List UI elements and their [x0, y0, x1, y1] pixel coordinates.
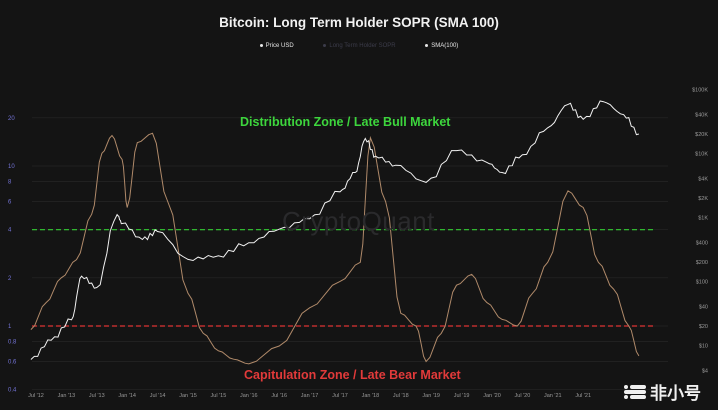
gridlines — [32, 117, 668, 391]
legend-item-sma[interactable]: SMA(100) — [425, 43, 458, 49]
left-axis-tick: 6 — [8, 199, 12, 205]
right-axis-tick: $40 — [699, 305, 708, 311]
x-axis-tick: Jul '21 — [575, 393, 591, 399]
x-axis-tick: Jan '14 — [118, 393, 136, 399]
right-axis-tick: $20 — [699, 324, 708, 330]
left-axis-tick: 0.6 — [8, 359, 17, 365]
right-axis-tick: $20K — [695, 132, 708, 138]
legend-item-lth-sopr[interactable]: Long Term Holder SOPR — [323, 43, 396, 49]
x-axis-tick: Jan '13 — [58, 393, 76, 399]
right-y-axis: $100K $40K $20K $10K $4K $2K $1K $400 $200 $100 $4… — [692, 87, 708, 374]
legend-dot-icon — [323, 43, 327, 47]
x-axis-tick: Jul '16 — [271, 393, 287, 399]
left-axis-tick: 10 — [8, 164, 15, 170]
x-axis-tick: Jul '20 — [515, 393, 531, 399]
right-axis-tick: $2K — [698, 196, 708, 202]
x-axis-tick: Jan '21 — [544, 393, 562, 399]
x-axis-tick: Jul '12 — [28, 393, 44, 399]
right-axis-tick: $4 — [702, 369, 708, 375]
x-axis-tick: Jul '13 — [89, 393, 105, 399]
x-axis-tick: Jul '19 — [454, 393, 470, 399]
left-axis-tick: 1 — [8, 324, 12, 330]
right-axis-tick: $10 — [699, 343, 708, 349]
watermark: CryptoQuant — [282, 206, 435, 236]
x-axis: Jul '12 Jan '13 Jul '13 Jan '14 Jul '14 Jan '… — [28, 393, 591, 399]
brand-logo-icon — [624, 384, 646, 399]
right-axis-tick: $1K — [698, 215, 708, 221]
x-axis-tick: Jul '17 — [332, 393, 348, 399]
x-axis-tick: Jan '18 — [362, 393, 380, 399]
brand-watermark: 非小号 — [624, 379, 701, 404]
x-axis-tick: Jul '18 — [393, 393, 409, 399]
x-axis-tick: Jul '14 — [150, 393, 166, 399]
left-axis-tick: 8 — [8, 180, 12, 186]
left-axis-tick: 0.4 — [8, 388, 17, 394]
right-axis-tick: $40K — [695, 113, 708, 119]
right-axis-tick: $100 — [696, 279, 708, 285]
left-axis-tick: 4 — [8, 228, 12, 234]
reference-lines — [32, 229, 656, 327]
legend-dot-icon — [259, 43, 263, 47]
chart-title: Bitcoin: Long Term Holder SOPR (SMA 100) — [219, 15, 499, 30]
x-axis-tick: Jan '15 — [179, 393, 197, 399]
price-line — [30, 100, 640, 360]
right-axis-tick: $4K — [698, 177, 708, 183]
x-axis-tick: Jan '19 — [422, 393, 440, 399]
x-axis-tick: Jul '15 — [211, 393, 227, 399]
legend-dot-icon — [425, 43, 429, 47]
left-y-axis: 20 10 8 6 4 2 1 0.8 0.6 0.4 — [8, 116, 17, 394]
x-axis-tick: Jan '20 — [483, 393, 501, 399]
left-axis-tick: 2 — [8, 276, 12, 282]
x-axis-tick: Jan '17 — [301, 393, 319, 399]
x-axis-tick: Jan '16 — [240, 393, 258, 399]
right-axis-tick: $10K — [695, 151, 708, 157]
capitulation-zone-label: Capitulation Zone / Late Bear Market — [244, 368, 461, 382]
distribution-zone-label: Distribution Zone / Late Bull Market — [240, 115, 451, 129]
brand-name: 非小号 — [650, 384, 701, 403]
right-axis-tick: $100K — [692, 87, 708, 93]
left-axis-tick: 0.8 — [8, 340, 17, 346]
right-axis-tick: $400 — [696, 241, 708, 247]
sma-line — [30, 132, 640, 365]
right-axis-tick: $200 — [696, 260, 708, 266]
chart-legend: Price USD Long Term Holder SOPR SMA(100) — [0, 43, 718, 49]
left-axis-tick: 20 — [8, 116, 15, 122]
legend-item-price[interactable]: Price USD — [259, 43, 294, 49]
